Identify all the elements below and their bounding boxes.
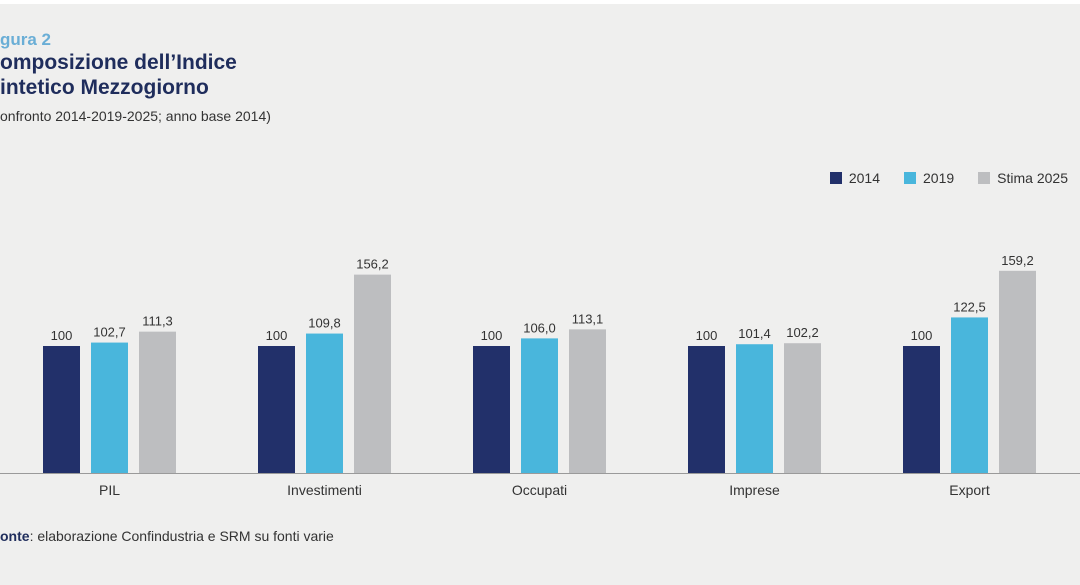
data-label-2014-imprese: 100 — [696, 328, 718, 343]
source-text: : elaborazione Confindustria e SRM su fo… — [29, 528, 334, 544]
data-label-2019-pil: 102,7 — [93, 325, 126, 340]
top-strip — [0, 0, 1080, 4]
bar-2025-imprese — [784, 343, 821, 473]
legend-label-2019: 2019 — [923, 170, 955, 186]
data-label-2025-occupati: 113,1 — [572, 311, 604, 326]
data-label-2019-occupati: 106,0 — [523, 320, 556, 335]
bar-2014-occupati — [473, 346, 510, 473]
data-label-2025-pil: 111,3 — [142, 314, 173, 329]
bar-2025-occupati — [569, 329, 606, 473]
legend-label-2025: Stima 2025 — [997, 170, 1068, 186]
data-label-2014-investimenti: 100 — [266, 328, 288, 343]
data-label-2014-export: 100 — [911, 328, 933, 343]
chart-subtitle: onfronto 2014-2019-2025; anno base 2014) — [0, 108, 271, 124]
chart-header: gura 2 omposizione dell’Indice intetico … — [0, 30, 271, 125]
bar-2019-imprese — [736, 344, 773, 473]
bar-2025-investimenti — [354, 274, 391, 473]
data-label-2014-pil: 100 — [51, 328, 73, 343]
chart-title: omposizione dell’Indice intetico Mezzogi… — [0, 51, 237, 99]
legend-swatch-2025 — [978, 172, 991, 184]
bar-2014-export — [903, 346, 940, 473]
bar-2019-occupati — [521, 338, 558, 473]
x-tick-label-investimenti: Investimenti — [287, 482, 362, 498]
data-label-2025-export: 159,2 — [1001, 253, 1034, 268]
bar-2019-investimenti — [306, 333, 343, 473]
bar-2025-export — [999, 270, 1036, 473]
legend-swatch-2014 — [829, 172, 842, 184]
legend-item-2025: Stima 2025 — [978, 170, 1068, 186]
legend-swatch-2019 — [904, 172, 917, 184]
bar-2014-investimenti — [258, 346, 295, 473]
data-label-2019-imprese: 101,4 — [738, 326, 771, 341]
x-tick-label-pil: PIL — [99, 482, 120, 498]
data-label-2014-occupati: 100 — [481, 328, 503, 343]
data-label-2019-investimenti: 109,8 — [308, 316, 341, 331]
legend-item-2019: 2019 — [904, 170, 954, 186]
source-note: onte: elaborazione Confindustria e SRM s… — [0, 528, 334, 544]
source-prefix: onte — [0, 528, 30, 544]
bar-2019-pil — [91, 342, 128, 473]
bar-2019-export — [951, 317, 988, 473]
figure-label: gura 2 — [0, 30, 52, 49]
legend: 2014 2019 Stima 2025 — [806, 170, 1068, 186]
bar-2025-pil — [139, 331, 176, 473]
bar-2014-imprese — [688, 346, 725, 473]
legend-item-2014: 2014 — [829, 170, 881, 186]
legend-label-2014: 2014 — [848, 170, 881, 186]
x-tick-label-occupati: Occupati — [512, 482, 567, 498]
x-tick-label-imprese: Imprese — [729, 482, 780, 498]
data-label-2025-imprese: 102,2 — [786, 325, 819, 340]
data-label-2019-export: 122,5 — [953, 299, 986, 314]
bar-2014-pil — [43, 346, 80, 473]
x-tick-label-export: Export — [949, 482, 990, 498]
data-label-2025-investimenti: 156,2 — [356, 257, 389, 272]
